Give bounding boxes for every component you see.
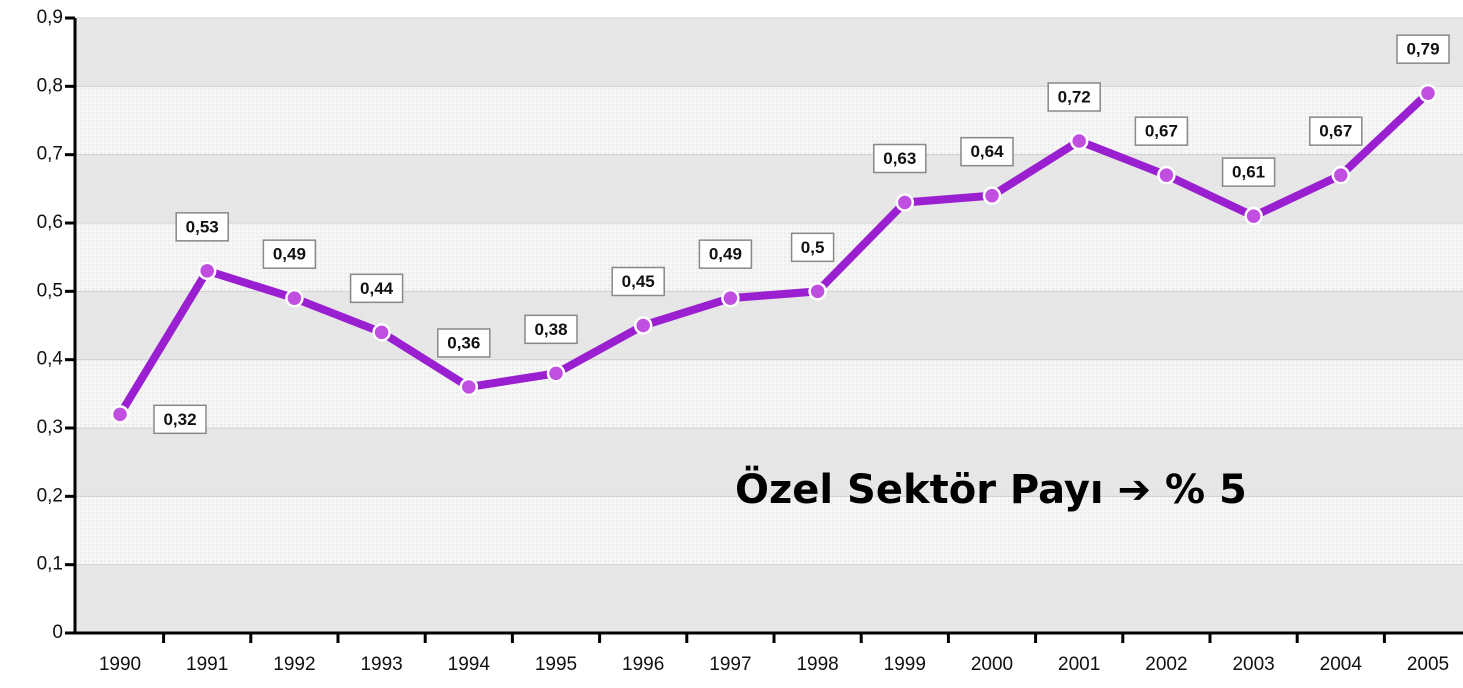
data-label-box bbox=[1221, 157, 1276, 187]
data-label-box bbox=[1309, 116, 1363, 146]
y-tick-label: 0,4 bbox=[37, 349, 64, 370]
data-label: 0,67 bbox=[1134, 116, 1189, 146]
data-label-box bbox=[175, 212, 229, 242]
data-point bbox=[197, 261, 217, 281]
x-tick-label: 1994 bbox=[448, 654, 491, 675]
data-label-box bbox=[790, 232, 835, 263]
data-label-box bbox=[698, 239, 753, 269]
x-tick-label: 1991 bbox=[186, 654, 228, 675]
y-tick-label: 0 bbox=[52, 622, 63, 643]
x-tick-label: 2001 bbox=[1058, 654, 1100, 675]
data-point bbox=[110, 405, 130, 424]
data-label: 0,49 bbox=[698, 239, 753, 269]
data-label-text: 0,64 bbox=[970, 142, 1004, 161]
data-label-box bbox=[1396, 34, 1450, 64]
data-point bbox=[1157, 165, 1176, 185]
data-point bbox=[808, 282, 827, 301]
data-label-text: 0,53 bbox=[186, 217, 219, 236]
y-tick-label: 0,7 bbox=[37, 144, 63, 165]
x-tick-label: 1997 bbox=[709, 654, 751, 675]
data-label: 0,32 bbox=[153, 404, 207, 435]
x-tick-label: 1996 bbox=[622, 654, 664, 675]
data-label: 0,61 bbox=[1221, 157, 1276, 187]
data-label-text: 0,63 bbox=[883, 149, 916, 168]
x-tick-label: 2004 bbox=[1320, 654, 1363, 675]
grid-band bbox=[75, 564, 1463, 633]
data-label: 0,63 bbox=[873, 143, 927, 174]
series-line bbox=[116, 90, 1431, 417]
annotation: Özel Sektör Payı ➔ % 5 bbox=[735, 465, 1247, 513]
data-label: 0,49 bbox=[262, 239, 317, 269]
grid-band bbox=[75, 428, 1463, 497]
data-label-text: 0,44 bbox=[360, 279, 394, 298]
data-label-text: 0,67 bbox=[1319, 122, 1352, 141]
grid-band bbox=[75, 291, 1463, 360]
data-label-text: 0,61 bbox=[1232, 163, 1265, 182]
data-point bbox=[1244, 206, 1263, 226]
data-label-text: 0,45 bbox=[622, 272, 655, 291]
x-tick-label: 1995 bbox=[535, 654, 577, 675]
x-tick-label: 1992 bbox=[273, 654, 315, 675]
x-tick-label: 2000 bbox=[971, 654, 1013, 675]
data-point bbox=[1418, 83, 1438, 103]
data-point bbox=[546, 364, 566, 383]
data-label-text: 0,79 bbox=[1406, 40, 1439, 59]
data-point bbox=[982, 186, 1002, 205]
data-label-text: 0,49 bbox=[273, 245, 306, 264]
y-tick-label: 0,8 bbox=[37, 75, 63, 96]
x-tick-label: 2002 bbox=[1145, 654, 1187, 675]
data-point bbox=[895, 193, 915, 212]
data-label: 0,79 bbox=[1396, 34, 1450, 64]
data-point bbox=[633, 316, 653, 335]
data-label-box bbox=[262, 239, 317, 269]
data-label: 0,53 bbox=[175, 212, 229, 242]
data-label: 0,38 bbox=[524, 314, 578, 345]
y-tick-label: 0,3 bbox=[37, 417, 63, 438]
data-label-box bbox=[524, 314, 578, 345]
data-label-text: 0,49 bbox=[709, 245, 742, 264]
data-point bbox=[721, 288, 740, 308]
y-tick-label: 0,5 bbox=[37, 280, 63, 301]
y-tick-label: 0,1 bbox=[37, 554, 63, 575]
data-label-box bbox=[611, 266, 665, 297]
data-label-text: 0,67 bbox=[1145, 122, 1178, 141]
data-point bbox=[372, 323, 391, 342]
data-label: 0,67 bbox=[1309, 116, 1363, 146]
data-label: 0,45 bbox=[611, 266, 665, 297]
data-label-box bbox=[960, 136, 1014, 167]
x-tick-label: 2005 bbox=[1407, 654, 1449, 675]
data-point bbox=[1069, 131, 1089, 151]
data-label-box bbox=[349, 273, 404, 304]
grid-band bbox=[75, 18, 1463, 87]
y-tick-label: 0,2 bbox=[37, 485, 63, 506]
data-label: 0,64 bbox=[960, 136, 1014, 167]
x-tick-label: 1998 bbox=[796, 654, 838, 675]
x-tick-label: 1993 bbox=[360, 654, 402, 675]
data-label-text: 0,36 bbox=[447, 333, 480, 352]
data-label-text: 0,72 bbox=[1058, 87, 1091, 106]
data-label-box bbox=[153, 404, 207, 435]
data-label: 0,72 bbox=[1047, 82, 1101, 112]
data-label-text: 0,38 bbox=[534, 320, 567, 339]
data-label: 0,36 bbox=[437, 328, 491, 358]
y-tick-label: 0,6 bbox=[37, 212, 63, 233]
data-label: 0,44 bbox=[349, 273, 404, 304]
data-point bbox=[1331, 165, 1351, 185]
data-label-box bbox=[1047, 82, 1101, 112]
data-label-text: 0,5 bbox=[801, 238, 825, 257]
x-tick-label: 1990 bbox=[99, 654, 141, 675]
x-tick-label: 2003 bbox=[1232, 654, 1274, 675]
data-label-box bbox=[1134, 116, 1189, 146]
data-label-box bbox=[873, 143, 927, 174]
data-point bbox=[285, 288, 304, 308]
data-label-box bbox=[437, 328, 491, 358]
y-tick-label: 0,9 bbox=[37, 7, 63, 28]
data-point bbox=[459, 377, 479, 397]
data-label: 0,5 bbox=[790, 232, 835, 263]
x-tick-label: 1999 bbox=[884, 654, 926, 675]
data-label-text: 0,32 bbox=[163, 410, 196, 429]
